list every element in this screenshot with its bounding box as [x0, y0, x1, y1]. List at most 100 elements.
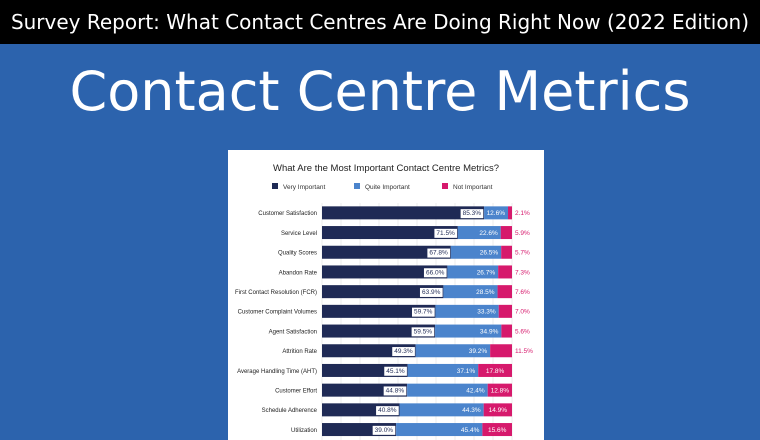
data-label-not-important: 5.9%	[515, 230, 530, 237]
legend-label-quite-important: Quite Important	[365, 184, 410, 191]
data-label-very-important: 85.3%	[463, 210, 482, 217]
data-label-quite-important: 45.4%	[461, 427, 480, 434]
legend-swatch-very-important	[272, 183, 278, 189]
category-label: Service Level	[281, 231, 317, 237]
data-label-very-important: 45.1%	[386, 368, 405, 375]
data-label-quite-important: 26.7%	[477, 269, 496, 276]
data-label-quite-important: 44.3%	[462, 407, 481, 414]
top-banner: Survey Report: What Contact Centres Are …	[0, 0, 760, 44]
data-label-background	[427, 248, 451, 258]
legend-label-not-important: Not Important	[453, 184, 493, 191]
bar-quite-important	[407, 363, 479, 377]
data-label-very-important: 66.0%	[426, 269, 445, 276]
stacked-bar-chart: What Are the Most Important Contact Cent…	[235, 163, 533, 440]
bar-very-important	[322, 206, 485, 220]
chart-title: What Are the Most Important Contact Cent…	[273, 163, 499, 174]
data-label-background	[411, 307, 435, 317]
data-label-quite-important: 28.5%	[476, 289, 495, 296]
bar-quite-important	[415, 344, 491, 358]
legend-label-very-important: Very Important	[283, 184, 325, 191]
data-label-very-important: 49.3%	[394, 348, 413, 355]
bar-quite-important	[457, 226, 501, 240]
bar-quite-important	[407, 383, 488, 397]
category-label: Utilization	[291, 428, 317, 434]
data-label-quite-important: 37.1%	[457, 368, 476, 375]
category-label: First Contact Resolution (FCR)	[235, 290, 317, 296]
data-label-quite-important: 22.6%	[479, 230, 498, 237]
bar-very-important	[322, 226, 458, 240]
data-label-very-important: 44.8%	[386, 387, 405, 394]
data-label-very-important: 63.9%	[422, 289, 441, 296]
data-label-background	[411, 327, 435, 337]
data-label-quite-important: 42.4%	[466, 387, 485, 394]
bar-not-important	[487, 383, 512, 397]
bar-quite-important	[450, 245, 502, 259]
data-label-background	[384, 366, 407, 376]
bar-quite-important	[435, 324, 502, 338]
data-label-background	[423, 268, 447, 278]
data-label-not-important: 17.8%	[486, 368, 505, 375]
bar-not-important	[497, 285, 512, 299]
bar-quite-important	[399, 403, 484, 417]
bar-very-important	[322, 324, 436, 338]
bar-not-important	[478, 363, 512, 377]
bar-not-important	[508, 206, 512, 220]
bar-very-important	[322, 265, 448, 279]
bar-very-important	[322, 245, 451, 259]
bar-not-important	[490, 344, 512, 358]
bar-quite-important	[447, 265, 499, 279]
bar-not-important	[498, 265, 512, 279]
data-label-not-important: 12.8%	[491, 387, 510, 394]
legend-swatch-not-important	[442, 183, 448, 189]
data-label-very-important: 67.8%	[429, 250, 448, 257]
data-label-not-important: 2.1%	[515, 210, 530, 217]
data-label-very-important: 39.0%	[375, 427, 394, 434]
bar-not-important	[501, 245, 512, 259]
legend-swatch-quite-important	[354, 183, 360, 189]
bar-quite-important	[443, 285, 498, 299]
data-label-very-important: 59.5%	[414, 328, 433, 335]
data-label-not-important: 5.7%	[515, 250, 530, 257]
category-label: Customer Satisfaction	[258, 211, 317, 217]
bar-not-important	[500, 226, 512, 240]
data-label-quite-important: 34.9%	[480, 328, 499, 335]
data-label-background	[392, 347, 415, 357]
category-label: Customer Effort	[275, 388, 317, 394]
data-label-very-important: 40.8%	[378, 407, 397, 414]
category-label: Quality Scores	[278, 251, 317, 257]
data-label-not-important: 11.5%	[515, 348, 533, 355]
banner-text: Survey Report: What Contact Centres Are …	[10, 10, 750, 34]
data-label-background	[460, 209, 484, 219]
data-label-very-important: 59.7%	[414, 309, 433, 316]
category-label: Attrition Rate	[282, 349, 317, 355]
bar-not-important	[483, 403, 512, 417]
category-label: Abandon Rate	[279, 270, 318, 276]
page-title: Contact Centre Metrics	[69, 60, 691, 123]
data-label-quite-important: 12.6%	[487, 210, 506, 217]
data-label-not-important: 7.0%	[515, 309, 530, 316]
chart-card: What Are the Most Important Contact Cent…	[228, 150, 544, 440]
bar-very-important	[322, 285, 444, 299]
bar-quite-important	[435, 304, 499, 318]
bar-not-important	[501, 324, 512, 338]
data-label-not-important: 14.9%	[489, 407, 508, 414]
category-label: Customer Complaint Volumes	[238, 310, 317, 316]
data-label-background	[372, 425, 396, 435]
data-label-quite-important: 39.2%	[469, 348, 488, 355]
data-label-background	[383, 386, 407, 396]
bar-not-important	[498, 304, 512, 318]
bar-quite-important	[396, 423, 483, 437]
data-label-quite-important: 26.5%	[480, 250, 499, 257]
data-label-background	[434, 228, 458, 238]
bar-not-important	[482, 423, 512, 437]
data-label-background	[376, 406, 399, 416]
bar-quite-important	[484, 206, 509, 220]
category-label: Average Handling Time (AHT)	[237, 369, 317, 375]
data-label-quite-important: 33.3%	[477, 309, 496, 316]
category-label: Schedule Adherence	[262, 408, 318, 414]
data-label-not-important: 15.6%	[488, 427, 507, 434]
data-label-not-important: 5.6%	[515, 328, 530, 335]
data-label-very-important: 71.5%	[436, 230, 455, 237]
data-label-not-important: 7.6%	[515, 289, 530, 296]
data-label-background	[419, 287, 443, 297]
